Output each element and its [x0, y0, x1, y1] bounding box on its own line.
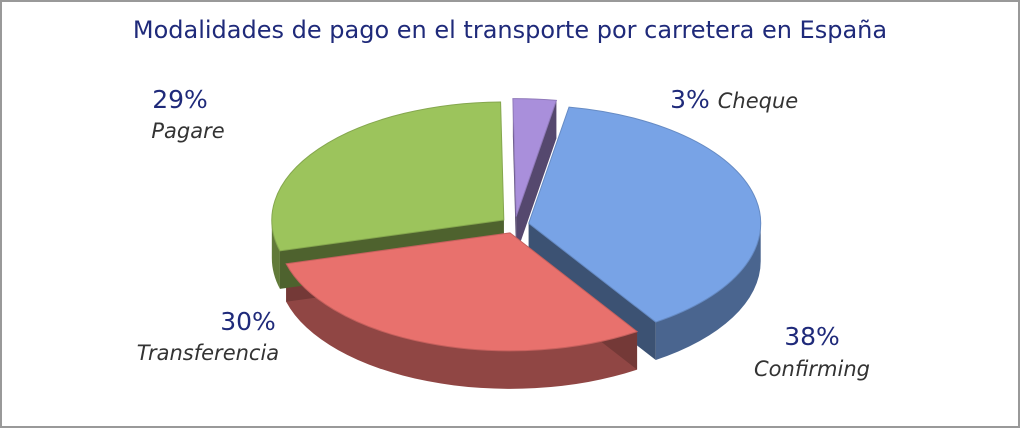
- category-label: Confirming: [754, 357, 870, 381]
- slice-side: [286, 263, 638, 389]
- chart-title: Modalidades de pago en el transporte por…: [133, 16, 887, 44]
- slice-wall: [516, 100, 557, 255]
- category-label: Pagare: [151, 119, 224, 143]
- category-label: Transferencia: [137, 341, 279, 365]
- value-label: 29%: [152, 85, 208, 114]
- slice-side: [655, 223, 761, 361]
- value-label: 30%: [220, 307, 276, 336]
- slice: [528, 106, 762, 323]
- value-label: 38%: [784, 322, 840, 351]
- category-label: Cheque: [718, 89, 798, 113]
- value-label: 3%: [670, 85, 710, 114]
- slice: [512, 98, 558, 217]
- slice: [285, 232, 639, 352]
- slice: [271, 101, 505, 252]
- pie: [271, 98, 762, 389]
